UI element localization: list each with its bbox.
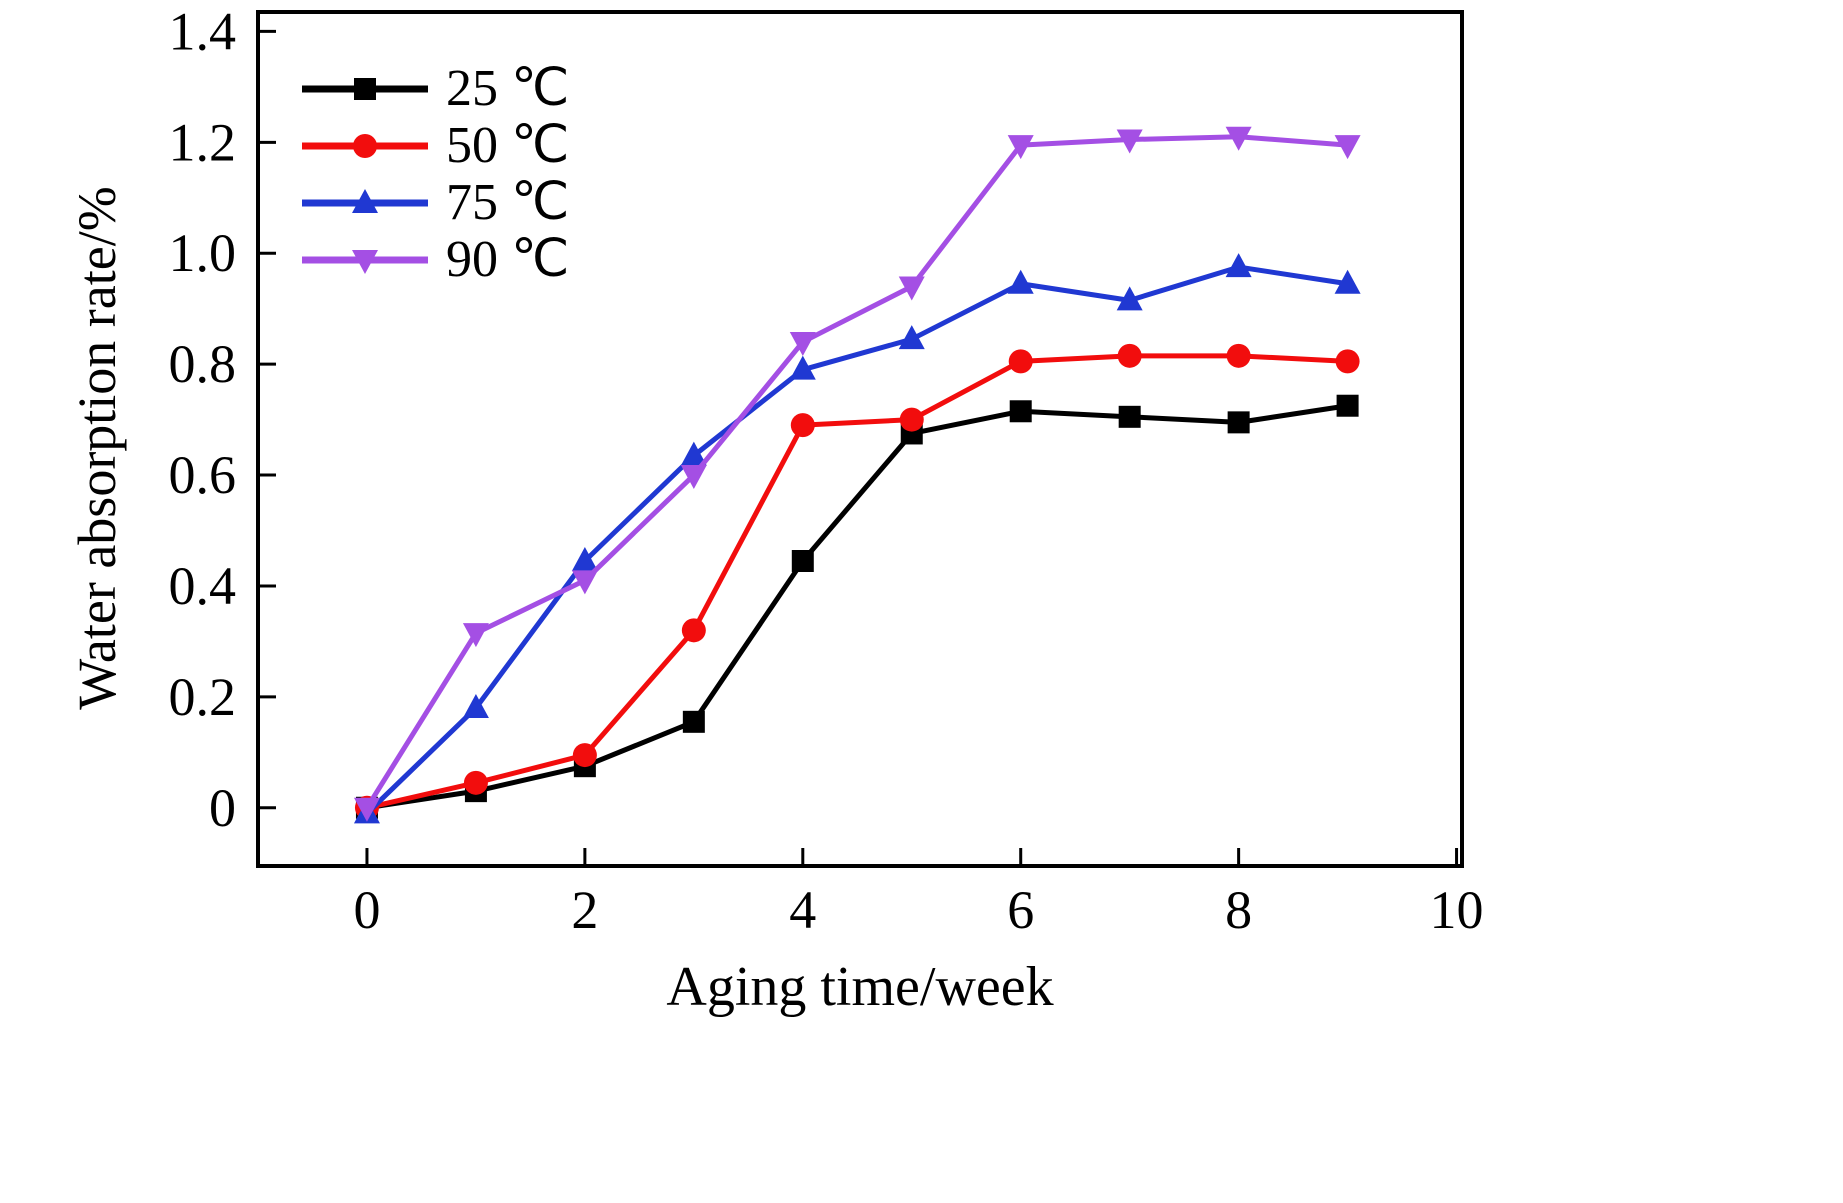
marker-circle [1226, 343, 1251, 368]
x-tick-label: 6 [1007, 880, 1034, 940]
marker-circle [353, 133, 377, 158]
legend-swatch-25c-icon [302, 77, 428, 100]
marker-triangle-up [352, 188, 378, 213]
marker-triangle-up [680, 441, 707, 466]
marker-square [1009, 400, 1032, 423]
series-square [355, 394, 1359, 819]
marker-triangle-down [1007, 135, 1034, 160]
marker-square [791, 550, 814, 572]
legend: 25 ℃ 50 ℃ 75 ℃ 90 ℃ [300, 60, 569, 288]
marker-circle [681, 618, 706, 643]
marker-circle [899, 407, 924, 432]
x-tick-label: 0 [353, 880, 380, 940]
legend-label: 90 ℃ [446, 230, 570, 288]
marker-triangle-down [462, 623, 489, 648]
series-line [364, 353, 1351, 811]
marker-triangle-up [1116, 286, 1143, 311]
y-tick-label: 0.8 [169, 334, 237, 394]
y-tick-label: 0 [209, 778, 236, 838]
marker-circle [1008, 349, 1033, 374]
marker-triangle-up [1225, 253, 1252, 278]
series-line [364, 403, 1351, 811]
marker-triangle-down [352, 249, 378, 274]
marker-circle [572, 743, 597, 768]
marker-triangle-up [1007, 269, 1034, 294]
marker-square [1118, 405, 1141, 428]
series-triangle-down [353, 126, 1361, 822]
plot-frame [256, 10, 1464, 868]
marker-triangle-down [789, 331, 816, 356]
series-line [364, 264, 1351, 816]
y-axis-title: Water absorption rate/% [67, 186, 127, 710]
marker-triangle-up [571, 547, 598, 571]
y-tick-label: 1.2 [169, 112, 237, 172]
y-tick-label: 1.4 [169, 1, 237, 61]
legend-item: 75 ℃ [300, 174, 569, 231]
marker-square [682, 710, 705, 733]
marker-triangle-down [1334, 135, 1361, 160]
legend-label: 50 ℃ [446, 116, 570, 174]
marker-triangle-down [680, 465, 707, 490]
x-tick-label: 2 [571, 880, 598, 940]
marker-triangle-down [1116, 129, 1143, 154]
marker-triangle-up [1334, 269, 1361, 294]
legend-item: 50 ℃ [300, 117, 569, 174]
legend-swatch-75c-icon [302, 188, 428, 213]
y-tick-label: 1.0 [169, 223, 237, 283]
x-tick-label: 4 [789, 880, 816, 940]
marker-triangle-down [571, 570, 598, 595]
x-tick-label: 8 [1225, 880, 1252, 940]
marker-triangle-up [462, 693, 489, 718]
marker-triangle-up [898, 325, 925, 350]
series-line [364, 134, 1351, 811]
series-triangle-up [353, 253, 1361, 824]
marker-triangle-up [789, 355, 816, 380]
marker-square [1336, 394, 1359, 417]
marker-triangle-down [898, 276, 925, 301]
y-tick-label: 0.4 [169, 556, 237, 616]
legend-item: 90 ℃ [300, 231, 569, 288]
marker-triangle-down [1225, 126, 1252, 151]
legend-label: 25 ℃ [446, 59, 570, 117]
y-tick-label: 0.2 [169, 667, 237, 727]
legend-item: 25 ℃ [300, 60, 569, 117]
x-tick-label: 10 [1430, 880, 1484, 940]
marker-triangle-down [353, 797, 380, 822]
marker-circle [1117, 343, 1142, 368]
legend-swatch-90c-icon [302, 249, 428, 274]
legend-swatch-50c-icon [302, 133, 428, 158]
y-tick-label: 0.6 [169, 445, 237, 505]
marker-circle [790, 413, 815, 438]
series-circle [354, 343, 1360, 820]
marker-square [1227, 411, 1250, 434]
marker-circle [463, 770, 488, 795]
x-axis-title: Aging time/week [666, 956, 1054, 1018]
marker-circle [1335, 349, 1360, 374]
legend-label: 75 ℃ [446, 173, 570, 231]
marker-square [354, 77, 376, 100]
